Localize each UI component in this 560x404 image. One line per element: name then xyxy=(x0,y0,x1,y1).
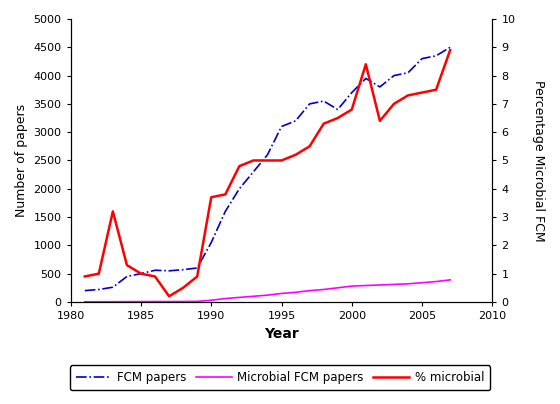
Microbial FCM papers xyxy=(208,298,214,303)
Microbial FCM papers xyxy=(419,280,426,285)
Microbial FCM papers xyxy=(447,278,454,282)
% microbial xyxy=(264,158,271,163)
% microbial xyxy=(348,107,355,112)
Microbial FCM papers xyxy=(166,299,172,304)
Microbial FCM papers xyxy=(138,299,144,304)
Microbial FCM papers xyxy=(334,285,341,290)
% microbial xyxy=(138,271,144,276)
Microbial FCM papers xyxy=(95,299,102,304)
FCM papers xyxy=(362,76,369,81)
Microbial FCM papers xyxy=(376,282,383,287)
FCM papers xyxy=(334,107,341,112)
% microbial xyxy=(362,62,369,67)
% microbial xyxy=(376,118,383,123)
Microbial FCM papers xyxy=(250,294,257,299)
% microbial xyxy=(81,274,88,279)
% microbial xyxy=(250,158,257,163)
% microbial xyxy=(194,274,200,279)
% microbial xyxy=(208,195,214,200)
Line: % microbial: % microbial xyxy=(85,50,450,296)
Y-axis label: Percentage Microbial FCM: Percentage Microbial FCM xyxy=(532,80,545,241)
FCM papers xyxy=(222,209,228,214)
Microbial FCM papers xyxy=(236,295,242,300)
Microbial FCM papers xyxy=(306,288,313,293)
FCM papers xyxy=(320,99,327,103)
% microbial xyxy=(306,144,313,149)
% microbial xyxy=(292,152,299,157)
FCM papers xyxy=(264,152,271,157)
% microbial xyxy=(447,48,454,53)
FCM papers xyxy=(81,288,88,293)
Microbial FCM papers xyxy=(110,299,116,304)
FCM papers xyxy=(236,186,242,191)
FCM papers xyxy=(390,73,397,78)
% microbial xyxy=(166,294,172,299)
Microbial FCM papers xyxy=(264,293,271,298)
FCM papers xyxy=(292,118,299,123)
X-axis label: Year: Year xyxy=(264,326,299,341)
% microbial xyxy=(390,101,397,106)
FCM papers xyxy=(433,53,440,58)
FCM papers xyxy=(348,90,355,95)
FCM papers xyxy=(152,268,158,273)
% microbial xyxy=(222,192,228,197)
Microbial FCM papers xyxy=(81,299,88,304)
Microbial FCM papers xyxy=(433,279,440,284)
% microbial xyxy=(278,158,285,163)
Microbial FCM papers xyxy=(292,290,299,295)
% microbial xyxy=(405,93,412,98)
Y-axis label: Number of papers: Number of papers xyxy=(15,104,28,217)
Microbial FCM papers xyxy=(180,299,186,304)
% microbial xyxy=(152,274,158,279)
Microbial FCM papers xyxy=(222,296,228,301)
FCM papers xyxy=(419,56,426,61)
FCM papers xyxy=(306,101,313,106)
Microbial FCM papers xyxy=(405,282,412,286)
FCM papers xyxy=(194,265,200,270)
Line: Microbial FCM papers: Microbial FCM papers xyxy=(85,280,450,302)
FCM papers xyxy=(166,268,172,273)
% microbial xyxy=(95,271,102,276)
Microbial FCM papers xyxy=(362,283,369,288)
Microbial FCM papers xyxy=(124,299,130,304)
Line: FCM papers: FCM papers xyxy=(85,47,450,290)
FCM papers xyxy=(447,45,454,50)
FCM papers xyxy=(95,287,102,292)
% microbial xyxy=(236,164,242,168)
FCM papers xyxy=(405,70,412,75)
FCM papers xyxy=(138,271,144,276)
% microbial xyxy=(124,263,130,267)
FCM papers xyxy=(208,240,214,245)
% microbial xyxy=(110,209,116,214)
FCM papers xyxy=(278,124,285,129)
Microbial FCM papers xyxy=(390,282,397,287)
% microbial xyxy=(180,285,186,290)
FCM papers xyxy=(180,267,186,272)
Microbial FCM papers xyxy=(348,284,355,288)
% microbial xyxy=(334,116,341,120)
% microbial xyxy=(320,121,327,126)
FCM papers xyxy=(110,285,116,290)
Legend: FCM papers, Microbial FCM papers, % microbial: FCM papers, Microbial FCM papers, % micr… xyxy=(70,365,490,390)
FCM papers xyxy=(124,274,130,279)
Microbial FCM papers xyxy=(194,299,200,304)
FCM papers xyxy=(376,84,383,89)
Microbial FCM papers xyxy=(278,291,285,296)
Microbial FCM papers xyxy=(320,287,327,292)
Microbial FCM papers xyxy=(152,299,158,304)
% microbial xyxy=(419,90,426,95)
FCM papers xyxy=(250,169,257,174)
% microbial xyxy=(433,87,440,92)
